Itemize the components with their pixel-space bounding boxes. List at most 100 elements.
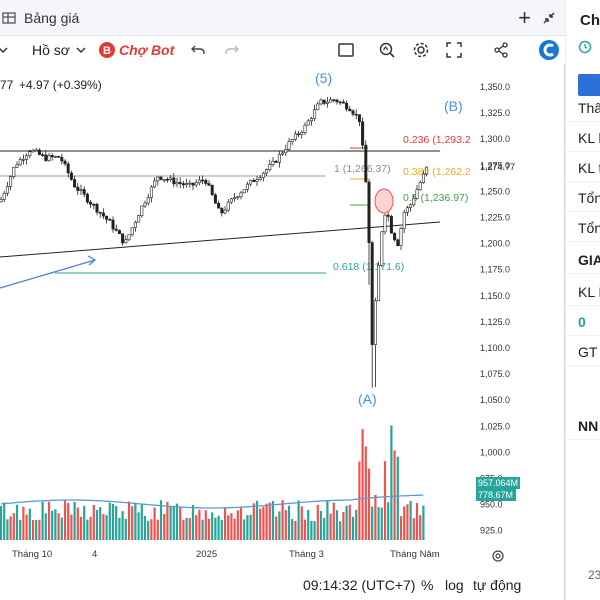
volume-series[interactable] (0, 425, 425, 540)
candle (377, 261, 381, 302)
axis-settings-gear-icon[interactable] (492, 550, 504, 562)
volume-bar (38, 519, 41, 540)
cho-bot-button[interactable]: B Chợ Bot (98, 36, 174, 64)
volume-bar (153, 507, 156, 540)
candle (370, 240, 374, 388)
price-chart[interactable]: 77 +4.97 (+0.39%) 1,350.01,325.01,300.01… (0, 64, 565, 575)
fullscreen-square-icon[interactable] (337, 36, 355, 64)
candle (281, 151, 285, 156)
trend-arrow-head (87, 255, 97, 266)
volume-ma-line[interactable] (0, 494, 424, 509)
side-row-value: 0 (566, 308, 600, 336)
undo-icon[interactable] (190, 36, 206, 64)
candle (380, 231, 384, 267)
volume-bar (195, 515, 198, 540)
auto-scale-toggle[interactable]: tự động (473, 577, 522, 593)
volume-bar (102, 514, 105, 540)
price-axis[interactable]: 1,350.0 1,325.0 1,300.0 1,275.0 1,250.0 1,225… (480, 82, 510, 536)
volume-bar (156, 519, 159, 540)
price-tick-label: 1,250.0 (480, 186, 510, 196)
candle (322, 99, 326, 106)
volume-bar (134, 502, 137, 540)
expand-icon[interactable] (446, 36, 462, 64)
volume-bar (396, 456, 399, 540)
candle (5, 181, 9, 197)
side-row: GT (566, 338, 600, 366)
candle (15, 161, 19, 169)
volume-bar (70, 514, 73, 540)
support-trendline[interactable] (0, 221, 441, 258)
volume-bar (284, 510, 287, 540)
profile-menu[interactable]: Hồ sơ (32, 36, 86, 64)
trend-arrow[interactable] (0, 259, 96, 289)
volume-bar (377, 507, 380, 540)
candle (386, 212, 390, 222)
last-price-label: 1,274.77 (480, 162, 515, 172)
indicator-search-icon[interactable] (378, 36, 396, 64)
table-icon (2, 11, 16, 25)
candle (258, 174, 262, 182)
candle (63, 159, 67, 167)
time-label-2: 2025 (196, 549, 217, 560)
gear-icon[interactable] (412, 36, 430, 64)
window-title: Bảng giá (24, 9, 80, 26)
collapse-arrows-icon[interactable] (541, 10, 557, 26)
volume-bar (172, 505, 175, 540)
volume-bar (220, 520, 223, 540)
candle (191, 182, 195, 191)
candle (194, 179, 198, 188)
candle (130, 227, 134, 237)
candle (146, 193, 150, 206)
candle (265, 168, 269, 177)
wave-label-5: (5) (315, 70, 332, 86)
volume-bar (243, 519, 246, 540)
candle (89, 200, 93, 208)
side-action-button[interactable] (578, 74, 600, 96)
candle (399, 226, 403, 250)
volume-bar (22, 506, 25, 540)
side-section-header: NN (566, 412, 600, 440)
log-toggle[interactable]: log (445, 577, 464, 593)
side-row: KL t (566, 154, 600, 182)
price-tick-label: 1,225.0 (480, 213, 510, 223)
volume-bar (236, 510, 239, 540)
volume-bar (47, 501, 51, 540)
candle (41, 152, 45, 157)
volume-bar (111, 503, 115, 540)
candlestick-series[interactable] (0, 96, 429, 388)
volume-bar (281, 500, 284, 540)
side-row: KL k (566, 124, 600, 152)
redo-icon[interactable] (224, 36, 240, 64)
add-tab-button[interactable]: + (518, 5, 531, 30)
highlight-circle[interactable] (374, 188, 394, 214)
chevron-down-icon[interactable] (0, 36, 8, 64)
volume-bar (9, 516, 12, 540)
volume-bar (89, 516, 92, 540)
candle (213, 193, 217, 204)
volume-bar (163, 513, 166, 540)
refresh-icon[interactable] (578, 40, 592, 57)
candle (175, 177, 179, 188)
candle (300, 130, 304, 139)
candle (124, 235, 128, 244)
candle (396, 238, 400, 247)
candle (252, 178, 256, 182)
candle (31, 148, 35, 153)
legend-price: 77 (0, 78, 14, 92)
brand-logo-icon[interactable] (538, 36, 560, 64)
share-icon[interactable] (493, 36, 509, 64)
volume-bar (355, 509, 358, 540)
volume-bar (137, 512, 140, 540)
side-section-header: GIA (566, 246, 600, 274)
candle (101, 208, 105, 220)
candle (185, 178, 189, 188)
volume-bar (297, 500, 300, 540)
volume-bar (246, 515, 249, 540)
candle (274, 160, 278, 164)
wave-label-a: (A) (358, 391, 377, 407)
volume-label-2: 778.67M (478, 490, 513, 500)
volume-bar (406, 504, 409, 540)
fib-label-0236: 0.236 (1,293.2 (403, 134, 471, 146)
percent-toggle[interactable]: % (421, 577, 434, 593)
candle (306, 118, 310, 126)
